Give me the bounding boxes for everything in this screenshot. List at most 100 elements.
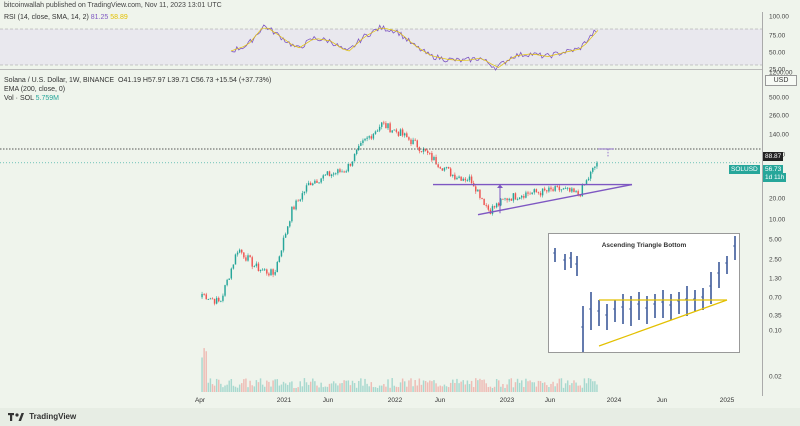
candle <box>468 176 471 181</box>
volume-bar <box>224 385 226 392</box>
candle <box>493 206 496 208</box>
volume-bar <box>422 380 425 392</box>
candle <box>251 257 253 267</box>
candle <box>255 263 258 267</box>
candle <box>372 133 375 139</box>
candle <box>543 188 546 191</box>
candle <box>328 171 331 177</box>
candle <box>596 162 598 167</box>
volume-bar <box>247 387 249 392</box>
currency-button[interactable]: USD <box>765 75 797 86</box>
price-tick-label: 140.00 <box>769 131 789 139</box>
rsi-tick-label: 75.00 <box>769 32 786 40</box>
candle <box>230 268 233 279</box>
volume-bar <box>266 380 268 392</box>
volume-bar <box>282 381 285 392</box>
volume-bar <box>257 382 260 392</box>
volume-bar <box>587 378 590 392</box>
candle <box>452 174 454 177</box>
volume-bar <box>429 380 431 392</box>
candle <box>437 164 439 168</box>
volume-bar <box>272 380 274 392</box>
volume-bar <box>529 380 531 392</box>
time-tick-label: Jun <box>656 397 668 404</box>
candle <box>477 189 479 192</box>
price-tick-label: 0.02 <box>769 373 782 381</box>
candle <box>537 192 540 194</box>
volume-bar <box>433 380 435 392</box>
candle <box>351 161 354 166</box>
time-axis[interactable]: Apr 2021 Jun 2022 Jun 2023 Jun 2024 Jun 2025 <box>0 396 762 408</box>
candle <box>209 298 212 300</box>
volume-bar <box>414 380 416 392</box>
candle <box>268 273 270 276</box>
candle <box>211 298 214 300</box>
volume-bar <box>527 381 529 392</box>
footer-brand: TradingView <box>29 412 77 421</box>
volume-bar <box>322 387 324 392</box>
volume-bar <box>301 386 304 392</box>
time-tick-label: Jun <box>434 397 446 404</box>
candle <box>431 153 433 161</box>
candle <box>307 182 310 186</box>
rsi-value: 81.25 <box>90 14 109 21</box>
symbol-price-tag: SOLUSD <box>729 165 760 174</box>
ema-label: EMA (200, close, 0) <box>4 86 66 93</box>
volume-bar <box>251 385 253 392</box>
candle <box>443 167 446 171</box>
volume-bar <box>495 378 498 392</box>
tradingview-logo-icon <box>8 412 24 421</box>
candle <box>408 137 410 140</box>
candle <box>521 195 523 198</box>
candle <box>510 198 513 201</box>
candle <box>481 197 483 199</box>
candle <box>381 122 383 127</box>
volume-bar <box>330 383 333 392</box>
candle <box>301 193 304 200</box>
volume-bar <box>286 384 289 392</box>
candle <box>485 205 487 206</box>
volume-bar <box>345 380 347 392</box>
main-legend: Solana / U.S. Dollar, 1W, BINANCE O41.19… <box>4 76 271 103</box>
candle <box>393 129 396 131</box>
volume-bar <box>376 387 379 392</box>
volume-bar <box>541 382 544 392</box>
volume-bar <box>297 387 299 392</box>
volume-bar <box>521 380 523 392</box>
volume-bar <box>318 387 320 392</box>
price-tick-label: 500.00 <box>769 94 789 102</box>
volume-bar <box>550 383 552 392</box>
volume-bar <box>406 386 408 392</box>
price-chart[interactable] <box>0 0 762 426</box>
candle <box>447 166 450 169</box>
volume-bar <box>226 384 228 392</box>
volume-bar <box>291 381 293 392</box>
volume-bar <box>558 378 561 392</box>
volume-bar <box>220 383 222 392</box>
volume-bar <box>278 385 281 392</box>
candle <box>391 130 393 133</box>
volume-bar <box>314 381 316 392</box>
candle <box>282 237 285 251</box>
candle <box>276 261 278 273</box>
candle <box>401 129 404 136</box>
volume-bar <box>504 387 506 392</box>
volume-bar <box>253 386 256 392</box>
level-price-label: 88.87 <box>763 152 784 161</box>
candle <box>518 197 521 200</box>
volume-bar <box>211 384 214 392</box>
volume-bar <box>280 384 283 392</box>
candle <box>412 139 414 145</box>
price-axis[interactable]: 1200.00500.00260.00140.0070.0040.0020.00… <box>762 12 800 396</box>
candle <box>349 163 352 166</box>
volume-bar <box>477 380 479 392</box>
volume-bar <box>209 378 212 392</box>
volume-bar <box>418 378 421 392</box>
volume-bar <box>320 382 322 392</box>
volume-bar <box>370 382 373 392</box>
volume-bar <box>353 383 356 392</box>
rsi-band <box>0 29 762 65</box>
candle <box>577 191 579 196</box>
candle <box>575 191 577 193</box>
price-tick-label: 5.00 <box>769 236 782 244</box>
